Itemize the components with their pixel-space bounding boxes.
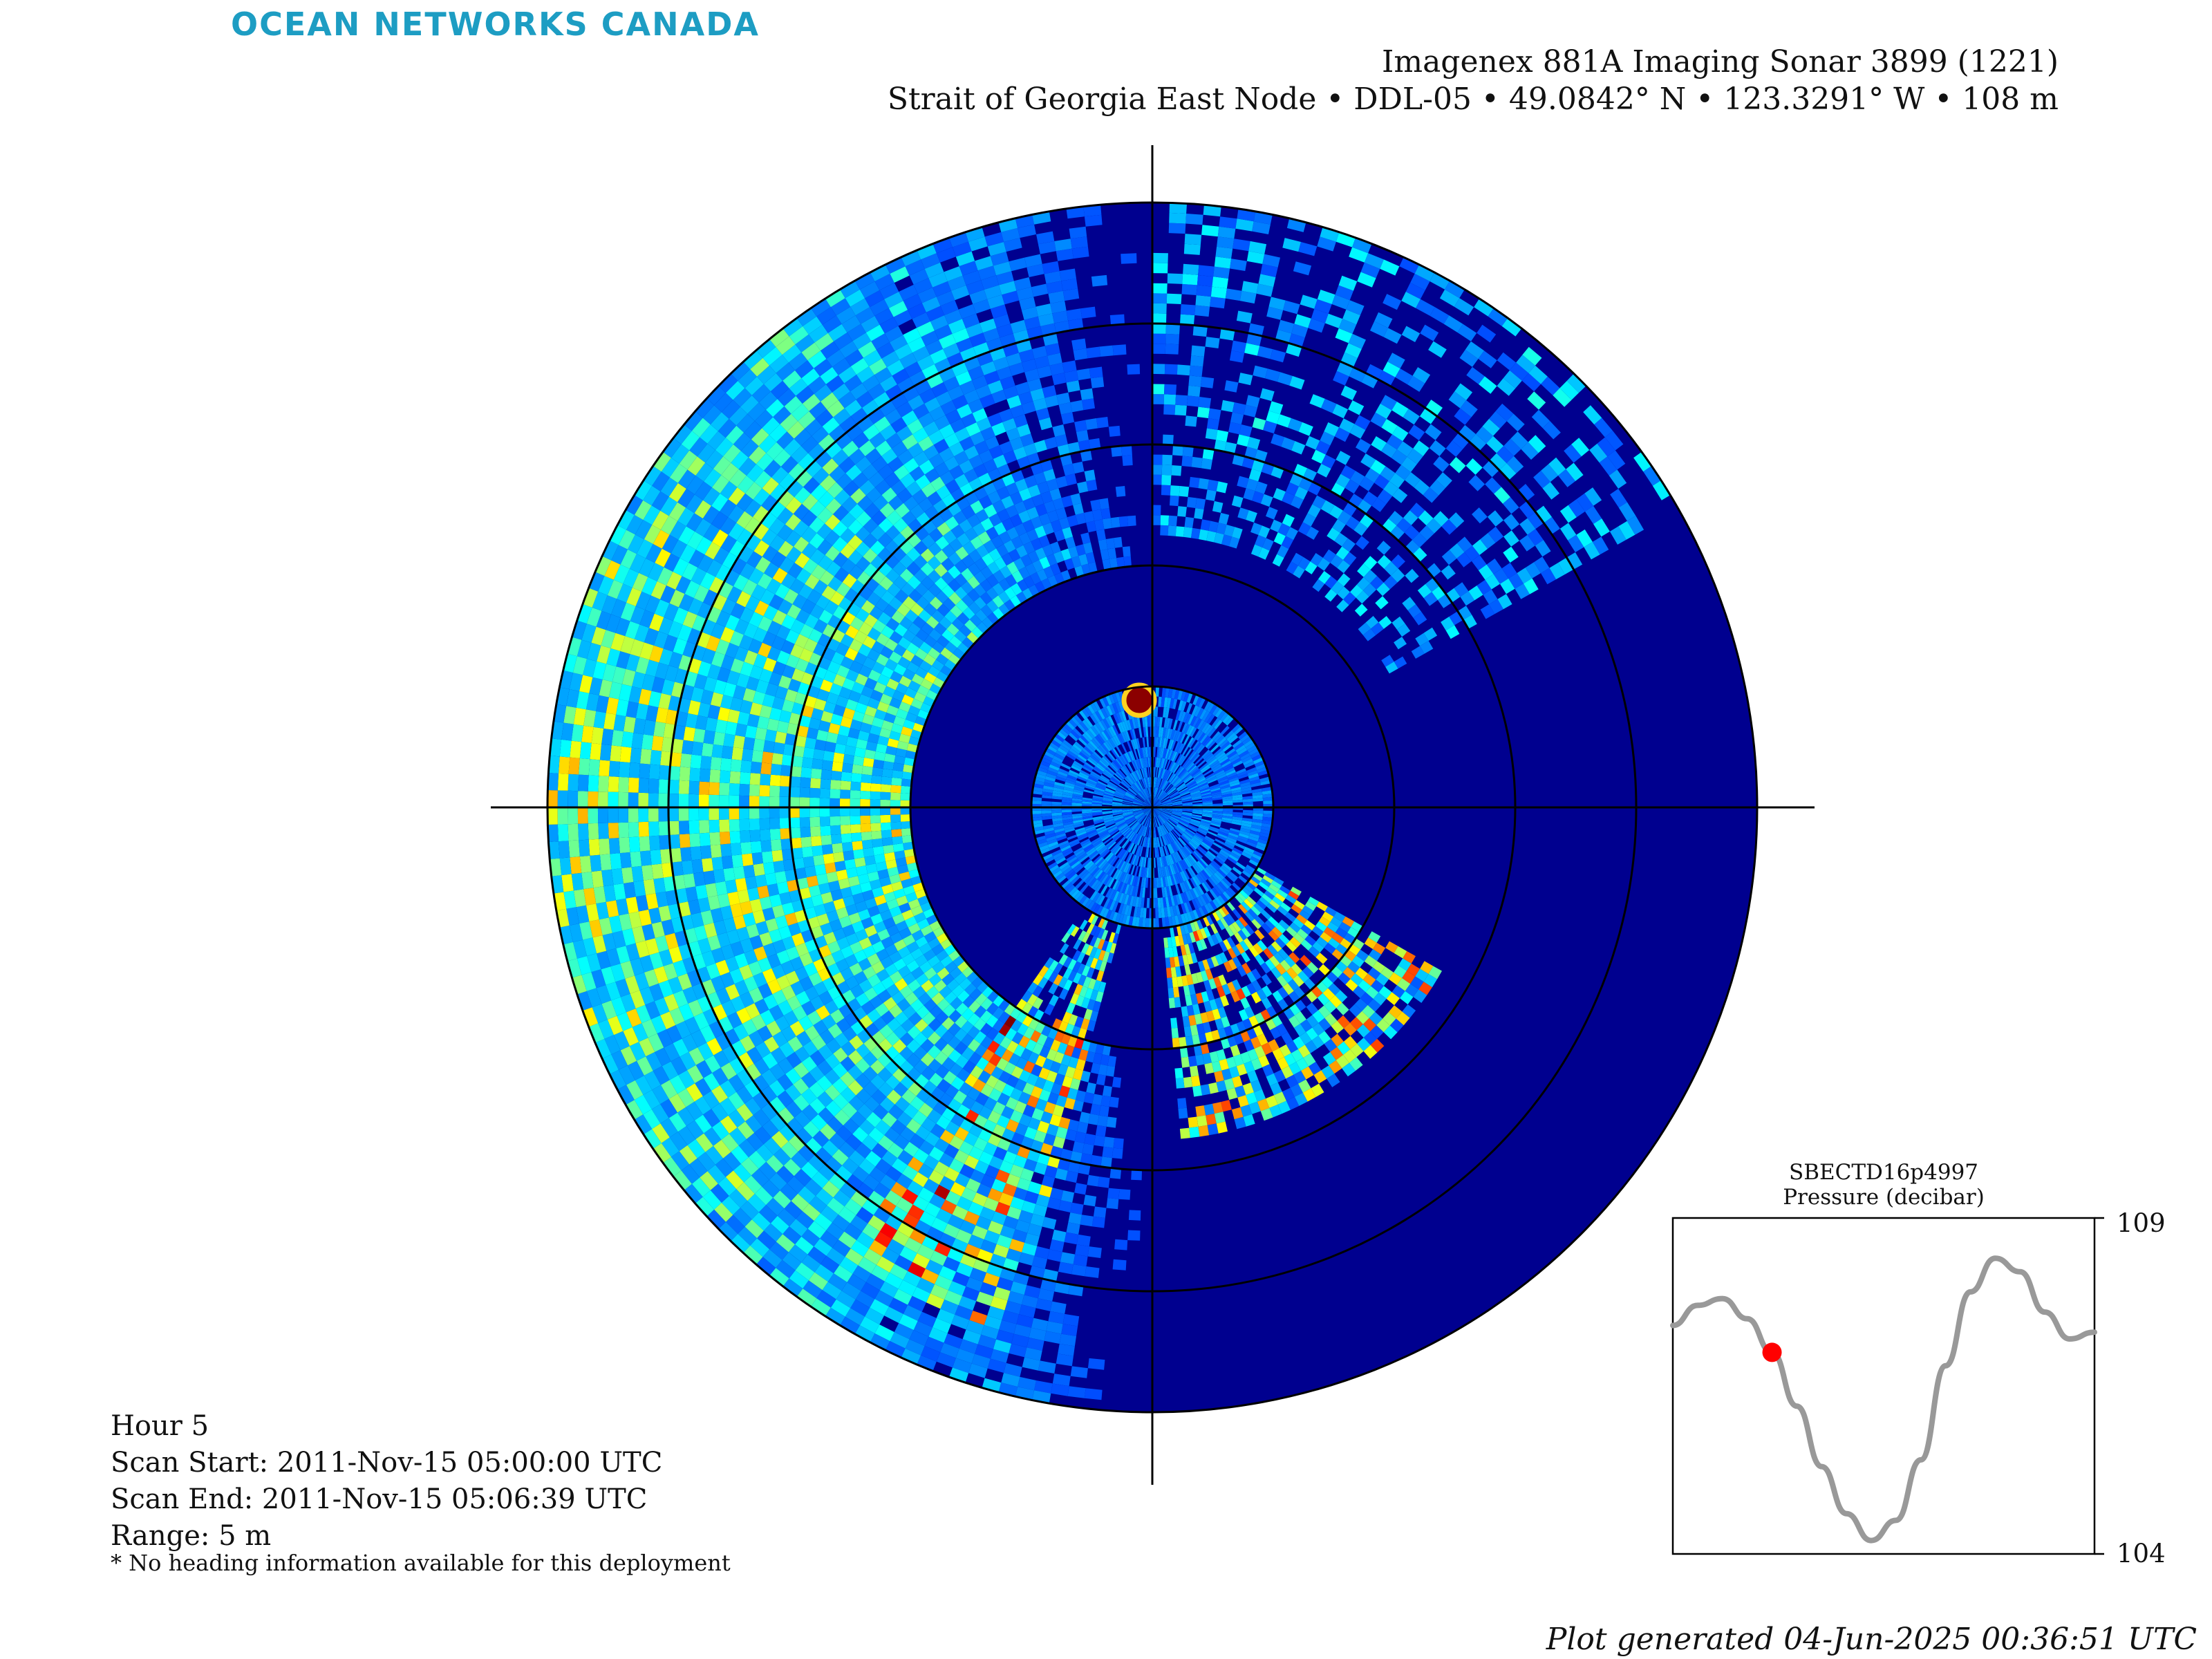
inset-frame [1671, 1217, 2096, 1555]
plot-generated-stamp: Plot generated 04-Jun-2025 00:36:51 UTC [1546, 1622, 2197, 1657]
inset-ymax-label: 109 [2117, 1208, 2166, 1238]
sonar-echo-cells [547, 203, 1671, 1404]
heading-note: * No heading information available for t… [111, 1550, 731, 1576]
inset-ymin-label: 104 [2117, 1539, 2166, 1568]
inset-axis-label: Pressure (decibar) [1783, 1185, 1985, 1210]
scan-hour: Hour 5 [111, 1410, 209, 1442]
inset-sensor-name: SBECTD16p4997 [1788, 1160, 1979, 1185]
pressure-line [1670, 1255, 2097, 1544]
brand-logo: OCEAN NETWORKS CANADA [231, 6, 760, 43]
current-time-marker [1762, 1342, 1782, 1362]
plot-subtitle: Strait of Georgia East Node • DDL-05 • 4… [887, 82, 2059, 117]
sonar-target-echo [1121, 682, 1157, 718]
plot-title: Imagenex 881A Imaging Sonar 3899 (1221) [1381, 44, 2059, 79]
scan-range: Range: 5 m [111, 1520, 272, 1552]
scan-start: Scan Start: 2011-Nov-15 05:00:00 UTC [111, 1447, 663, 1479]
scan-end: Scan End: 2011-Nov-15 05:06:39 UTC [111, 1483, 648, 1515]
